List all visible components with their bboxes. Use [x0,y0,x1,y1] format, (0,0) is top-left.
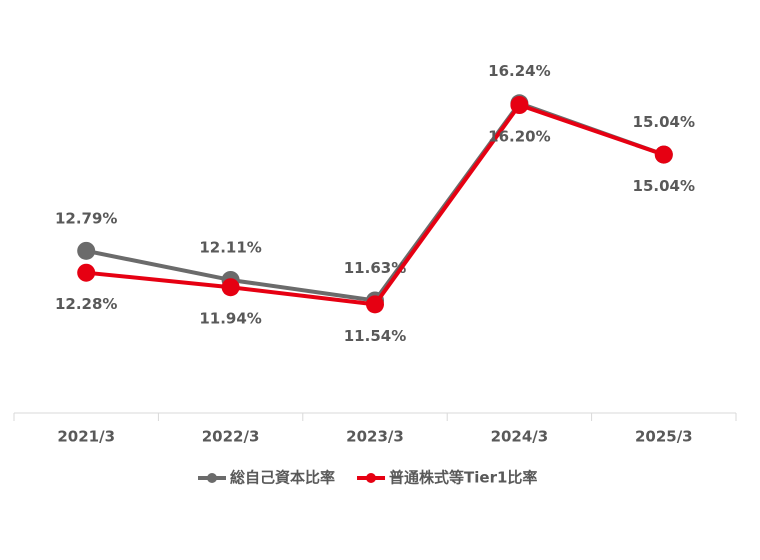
data-label: 16.24% [488,62,550,80]
x-tick-label: 2025/3 [635,428,693,446]
legend-label: 総自己資本比率 [230,469,335,487]
legend-label: 普通株式等Tier1比率 [389,469,537,487]
legend-marker [207,473,217,483]
data-label: 11.54% [344,327,406,345]
data-label: 12.28% [55,295,117,313]
data-point [510,96,529,114]
data-label: 16.20% [488,128,550,146]
x-tick-label: 2023/3 [346,428,404,446]
data-label: 11.63% [344,259,406,277]
data-label: 12.79% [55,209,117,227]
data-point [77,241,96,260]
data-label: 15.04% [633,177,695,195]
x-tick-label: 2022/3 [202,428,260,446]
data-point [366,295,384,314]
x-tick-label: 2024/3 [491,428,549,446]
data-label: 12.11% [199,238,261,256]
data-label: 15.04% [633,113,695,131]
data-point [654,145,673,164]
data-label: 11.94% [199,310,261,328]
x-tick-label: 2021/3 [57,428,115,446]
data-point [221,278,240,297]
data-point [77,263,96,282]
legend-marker [366,473,377,483]
